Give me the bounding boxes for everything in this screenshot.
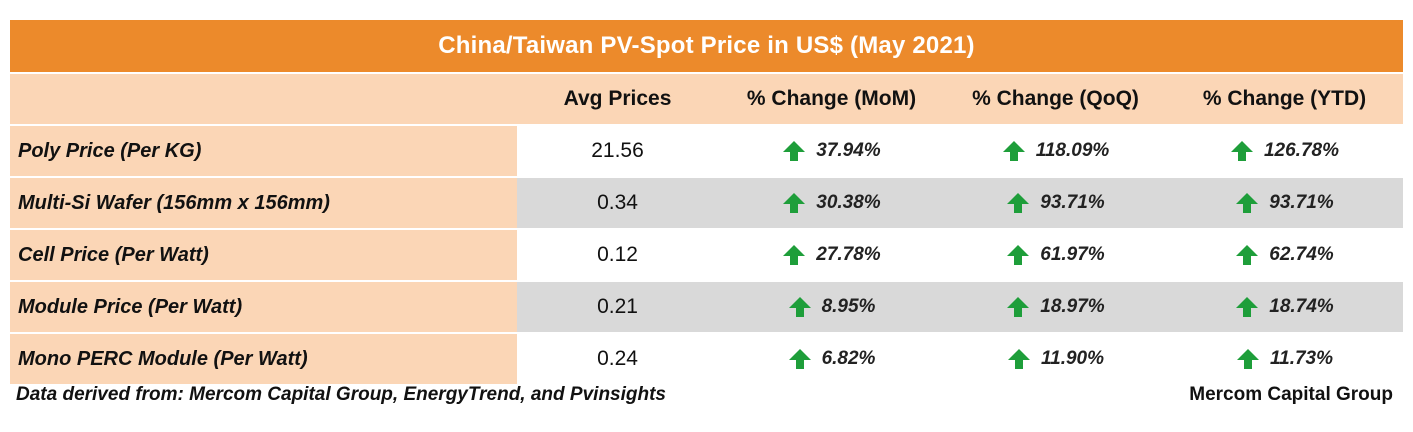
change-value: 27.78% — [816, 244, 881, 265]
change-mom-cell: 8.95% — [718, 282, 945, 332]
table-row: Multi-Si Wafer (156mm x 156mm) 0.34 30.38%… — [10, 178, 1403, 228]
change-mom-cell: 30.38% — [718, 178, 945, 228]
change-value: 8.95% — [821, 296, 876, 317]
change-value: 118.09% — [1035, 140, 1110, 161]
header-change-mom: % Change (MoM) — [718, 74, 945, 124]
footer: Data derived from: Mercom Capital Group,… — [16, 384, 1393, 406]
change-ytd-cell: 18.74% — [1166, 282, 1403, 332]
change-value: 30.38% — [816, 192, 881, 213]
arrow-up-icon — [788, 296, 812, 318]
change-value: 18.74% — [1269, 296, 1334, 317]
avg-price-cell: 0.21 — [517, 282, 718, 332]
arrow-up-icon — [1007, 348, 1031, 370]
arrow-up-icon — [788, 348, 812, 370]
arrow-up-icon — [1235, 192, 1259, 214]
avg-price-cell: 0.34 — [517, 178, 718, 228]
table-row: Module Price (Per Watt) 0.21 8.95% 18.97% 18… — [10, 282, 1403, 332]
arrow-up-icon — [782, 244, 806, 266]
source-note: Data derived from: Mercom Capital Group,… — [16, 384, 666, 405]
avg-price-cell: 21.56 — [517, 126, 718, 176]
arrow-up-icon — [782, 140, 806, 162]
table-row: Cell Price (Per Watt) 0.12 27.78% 61.97% 62.… — [10, 230, 1403, 280]
change-ytd-cell: 126.78% — [1166, 126, 1403, 176]
change-value: 93.71% — [1040, 192, 1105, 213]
arrow-up-icon — [1236, 348, 1260, 370]
change-qoq-cell: 93.71% — [945, 178, 1166, 228]
change-mom-cell: 37.94% — [718, 126, 945, 176]
header-avg-prices: Avg Prices — [517, 74, 718, 124]
header-row: Avg Prices % Change (MoM) % Change (QoQ)… — [10, 74, 1403, 124]
change-value: 18.97% — [1040, 296, 1105, 317]
header-blank — [10, 74, 517, 124]
change-value: 11.73% — [1269, 348, 1334, 369]
avg-price-cell: 0.24 — [517, 334, 718, 384]
change-value: 93.71% — [1269, 192, 1334, 213]
credit-label: Mercom Capital Group — [1189, 384, 1393, 405]
row-label: Multi-Si Wafer (156mm x 156mm) — [10, 178, 517, 228]
table-body: Poly Price (Per KG) 21.56 37.94% 118.09% 126… — [10, 126, 1403, 384]
change-value: 61.97% — [1040, 244, 1105, 265]
change-value: 126.78% — [1263, 140, 1339, 161]
table-row: Mono PERC Module (Per Watt) 0.24 6.82% 11.9… — [10, 334, 1403, 384]
change-ytd-cell: 62.74% — [1166, 230, 1403, 280]
table-title: China/Taiwan PV-Spot Price in US$ (May 2… — [10, 20, 1403, 72]
change-ytd-cell: 11.73% — [1166, 334, 1403, 384]
arrow-up-icon — [1235, 244, 1259, 266]
change-qoq-cell: 61.97% — [945, 230, 1166, 280]
header-change-ytd: % Change (YTD) — [1166, 74, 1403, 124]
arrow-up-icon — [1006, 192, 1030, 214]
arrow-up-icon — [1002, 140, 1026, 162]
change-mom-cell: 6.82% — [718, 334, 945, 384]
change-value: 62.74% — [1269, 244, 1334, 265]
change-value: 11.90% — [1040, 348, 1105, 369]
row-label: Mono PERC Module (Per Watt) — [10, 334, 517, 384]
change-qoq-cell: 18.97% — [945, 282, 1166, 332]
arrow-up-icon — [1006, 244, 1030, 266]
row-label: Poly Price (Per KG) — [10, 126, 517, 176]
header-change-qoq: % Change (QoQ) — [945, 74, 1166, 124]
avg-price-cell: 0.12 — [517, 230, 718, 280]
change-value: 37.94% — [816, 140, 881, 161]
table-row: Poly Price (Per KG) 21.56 37.94% 118.09% 126… — [10, 126, 1403, 176]
change-ytd-cell: 93.71% — [1166, 178, 1403, 228]
change-qoq-cell: 11.90% — [945, 334, 1166, 384]
row-label: Cell Price (Per Watt) — [10, 230, 517, 280]
change-qoq-cell: 118.09% — [945, 126, 1166, 176]
arrow-up-icon — [1235, 296, 1259, 318]
row-label: Module Price (Per Watt) — [10, 282, 517, 332]
price-table: China/Taiwan PV-Spot Price in US$ (May 2… — [10, 20, 1403, 384]
arrow-up-icon — [1006, 296, 1030, 318]
change-value: 6.82% — [821, 348, 876, 369]
arrow-up-icon — [1230, 140, 1254, 162]
change-mom-cell: 27.78% — [718, 230, 945, 280]
arrow-up-icon — [782, 192, 806, 214]
